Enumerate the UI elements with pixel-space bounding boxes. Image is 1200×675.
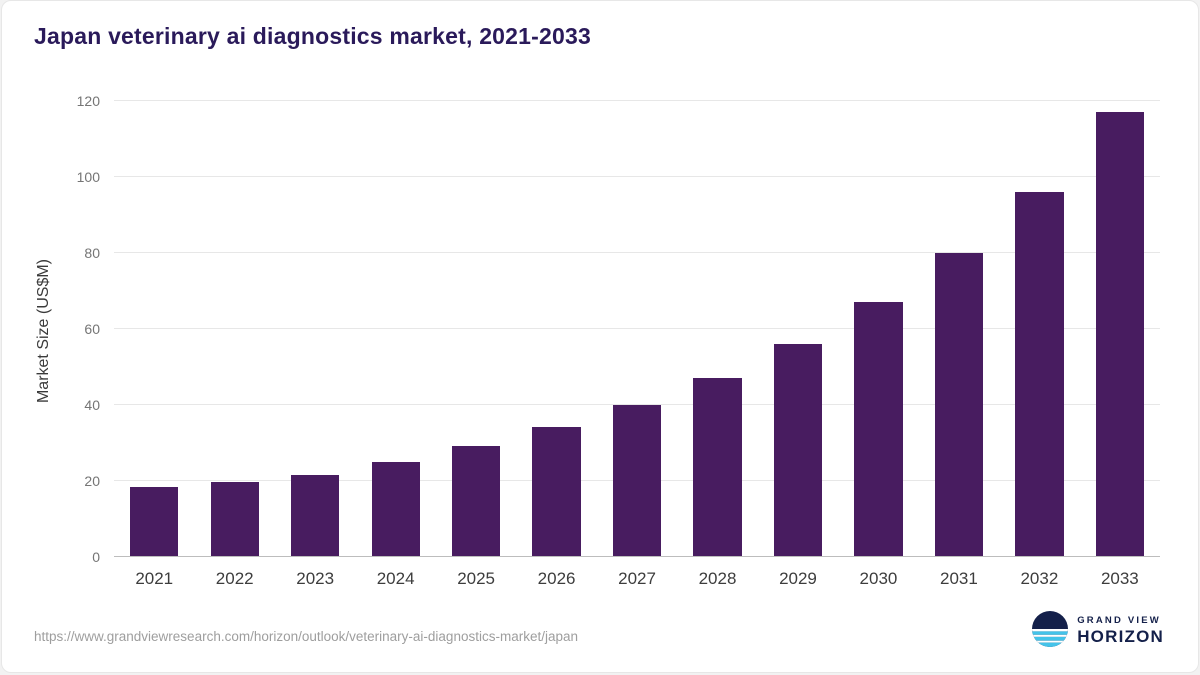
x-tick-label-2029: 2029	[779, 569, 817, 588]
x-tick-label-2022: 2022	[215, 569, 254, 588]
x-tick-label-2027: 2027	[618, 569, 656, 588]
x-tick-label-2030: 2030	[859, 569, 898, 588]
bar-column-2031	[919, 101, 999, 557]
x-tick-label-2032: 2032	[1020, 569, 1059, 588]
bar-2022	[210, 481, 259, 557]
bar-2029	[773, 344, 823, 557]
bar-column-2033	[1080, 101, 1160, 557]
x-tick-label-2033: 2033	[1100, 569, 1139, 588]
y-axis-ticks: 0 20 40 60 80 100 120	[2, 94, 100, 564]
bar-series	[114, 101, 1160, 557]
x-tick-label-2028: 2028	[698, 569, 737, 588]
bar-column-2024	[355, 101, 435, 557]
bar-column-2021	[114, 101, 194, 557]
y-tick-label-0: 0	[92, 549, 100, 565]
y-tick-label-60: 60	[84, 321, 100, 337]
x-tick-label-2031: 2031	[940, 569, 978, 588]
y-tick-label-40: 40	[84, 397, 100, 414]
gridline-100	[114, 176, 1160, 177]
y-tick-label-20: 20	[84, 473, 100, 490]
bar-column-2027	[597, 101, 677, 557]
x-tick-label-2025: 2025	[457, 569, 496, 588]
gridline-40	[114, 404, 1160, 406]
bar-column-2028	[677, 101, 757, 557]
bar-2033	[1095, 112, 1144, 557]
chart-title: Japan veterinary ai diagnostics market, …	[34, 23, 591, 49]
bar-2028	[693, 378, 742, 557]
x-tick-label-2024: 2024	[376, 569, 415, 588]
bar-2031	[934, 253, 984, 557]
x-tick-label-2021: 2021	[135, 569, 174, 588]
bar-column-2029	[758, 101, 838, 557]
brand-name-bottom: HORIZON	[1077, 627, 1164, 647]
gridline-120	[114, 100, 1160, 101]
bar-2021	[130, 486, 179, 557]
bar-column-2025	[436, 101, 516, 557]
bar-2024	[371, 462, 420, 557]
y-tick-label-80: 80	[84, 245, 100, 262]
brand-logo: GRAND VIEW HORIZON	[1032, 611, 1164, 652]
y-tick-label-120: 120	[76, 93, 100, 109]
bar-2025	[451, 445, 501, 557]
x-axis-ticks: 2021 2022 2023 2024 2025 2026 2027 2028 2029 2030…	[114, 569, 1160, 589]
y-tick-label-100: 100	[76, 169, 100, 185]
horizon-logo-icon	[1032, 611, 1069, 652]
x-tick-label-2023: 2023	[296, 569, 335, 588]
bar-2027	[612, 405, 662, 557]
bar-2026	[532, 427, 581, 557]
gridline-80	[114, 252, 1160, 254]
plot-area	[114, 100, 1160, 557]
gridline-60	[114, 328, 1160, 329]
bar-column-2026	[516, 101, 596, 557]
brand-text: GRAND VIEW HORIZON	[1077, 615, 1164, 647]
x-axis-line	[114, 556, 1160, 557]
source-url: https://www.grandviewresearch.com/horizo…	[34, 629, 578, 644]
bar-column-2023	[275, 101, 355, 557]
bar-2032	[1015, 192, 1064, 557]
bar-column-2032	[999, 101, 1079, 557]
bar-column-2030	[838, 101, 918, 557]
x-tick-label-2026: 2026	[537, 569, 576, 588]
bar-2023	[291, 474, 340, 557]
bar-2030	[854, 302, 903, 557]
brand-name-top: GRAND VIEW	[1077, 615, 1161, 627]
bar-column-2022	[194, 101, 274, 557]
